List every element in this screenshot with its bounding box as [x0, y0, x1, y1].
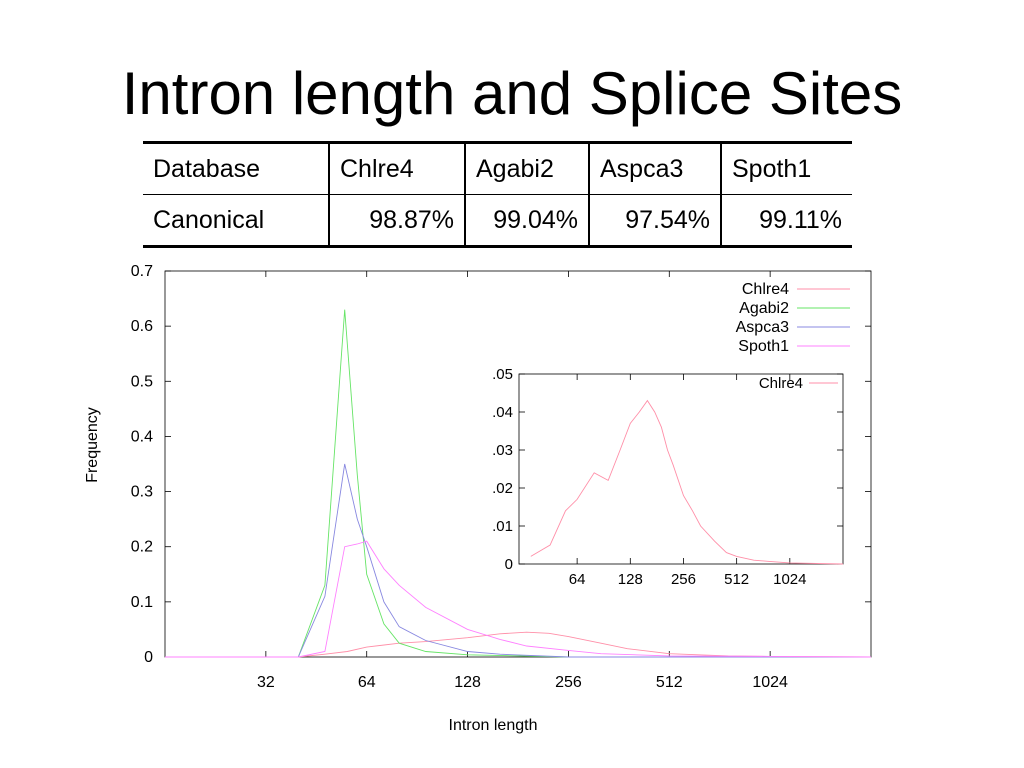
y-tick-label: 0.1	[131, 594, 153, 611]
x-tick-label: 128	[454, 674, 481, 691]
legend-label: Spoth1	[738, 338, 789, 355]
legend-label: Chlre4	[759, 375, 803, 392]
table-header-cell: Database	[153, 154, 261, 183]
inset-background	[519, 374, 843, 564]
legend-label: Chlre4	[742, 281, 789, 298]
y-tick-label: 0.3	[131, 484, 153, 501]
series-line-agabi2	[165, 309, 871, 658]
table-cell: 98.87%	[328, 194, 465, 247]
y-tick-label: .05	[492, 366, 513, 383]
table-header-cell: Aspca3	[588, 142, 721, 195]
series-line-aspca3	[165, 463, 871, 658]
table-header-cell: Spoth1	[720, 142, 852, 195]
table-cell: 97.54%	[588, 194, 721, 247]
table-cell: 99.11%	[720, 194, 852, 247]
x-tick-label: 64	[569, 571, 586, 588]
y-tick-label: 0.6	[131, 318, 153, 335]
x-tick-label: 1024	[773, 571, 806, 588]
x-tick-label: 32	[257, 674, 275, 691]
y-tick-label: .01	[492, 518, 513, 535]
table-cell: 99.04%	[464, 194, 589, 247]
x-tick-label: 512	[656, 674, 683, 691]
inset-lines	[530, 399, 844, 565]
main-legend: Chlre4 Agabi2 Aspca3 Spoth1	[736, 281, 850, 355]
y-tick-label: .03	[492, 442, 513, 459]
x-tick-label: 1024	[752, 674, 788, 691]
main-plot-frame	[164, 270, 872, 658]
series-line-chlre4	[530, 399, 844, 565]
inset-plot-frame	[518, 373, 844, 565]
y-tick-label: 0.4	[131, 428, 153, 445]
x-tick-label: 256	[555, 674, 582, 691]
inset-legend: Chlre4	[759, 375, 838, 392]
main-chart: Intron length Frequency 0 0.1 0.2 0.3 0.4 0.5…	[84, 263, 872, 734]
inset-ticks: 0 .01 .02 .03 .04 .05 64 128 256 512 1024	[492, 366, 843, 588]
table-header-row: Database Chlre4 Agabi2 Aspca3 Spoth1	[143, 142, 852, 195]
y-tick-label: .04	[492, 404, 513, 421]
main-ticks: 0 0.1 0.2 0.3 0.4 0.5 0.6 0.7 32 64 128 256 512 1024	[131, 263, 871, 691]
y-tick-label: 0	[144, 649, 153, 666]
table-header-cell: Agabi2	[464, 142, 589, 195]
y-tick-label: 0	[505, 556, 513, 573]
legend-label: Agabi2	[739, 300, 789, 317]
x-tick-label: 512	[724, 571, 749, 588]
table-row-label: Canonical	[143, 194, 329, 247]
table-row: Canonical 98.87% 99.04% 97.54% 99.11%	[143, 194, 852, 247]
x-tick-label: 256	[671, 571, 696, 588]
slide-title: Intron length and Splice Sites	[121, 60, 903, 127]
y-tick-label: 0.5	[131, 373, 153, 390]
inset-chart: 0 .01 .02 .03 .04 .05 64 128 256 512 1024 Chlre4	[492, 366, 844, 588]
y-axis-label: Frequency	[84, 407, 101, 483]
legend-label: Aspca3	[736, 319, 789, 336]
series-line-chlre4	[165, 631, 872, 658]
x-tick-label: 64	[358, 674, 376, 691]
main-lines	[165, 309, 872, 658]
series-line-spoth1	[165, 540, 872, 658]
y-tick-label: 0.7	[131, 263, 153, 280]
splice-site-table: Database Chlre4 Agabi2 Aspca3 Spoth1 Can…	[143, 141, 852, 248]
x-axis-label: Intron length	[449, 717, 538, 734]
y-tick-label: 0.2	[131, 539, 153, 556]
y-tick-label: .02	[492, 480, 513, 497]
x-tick-label: 128	[618, 571, 643, 588]
table-header-cell: Chlre4	[328, 142, 465, 195]
